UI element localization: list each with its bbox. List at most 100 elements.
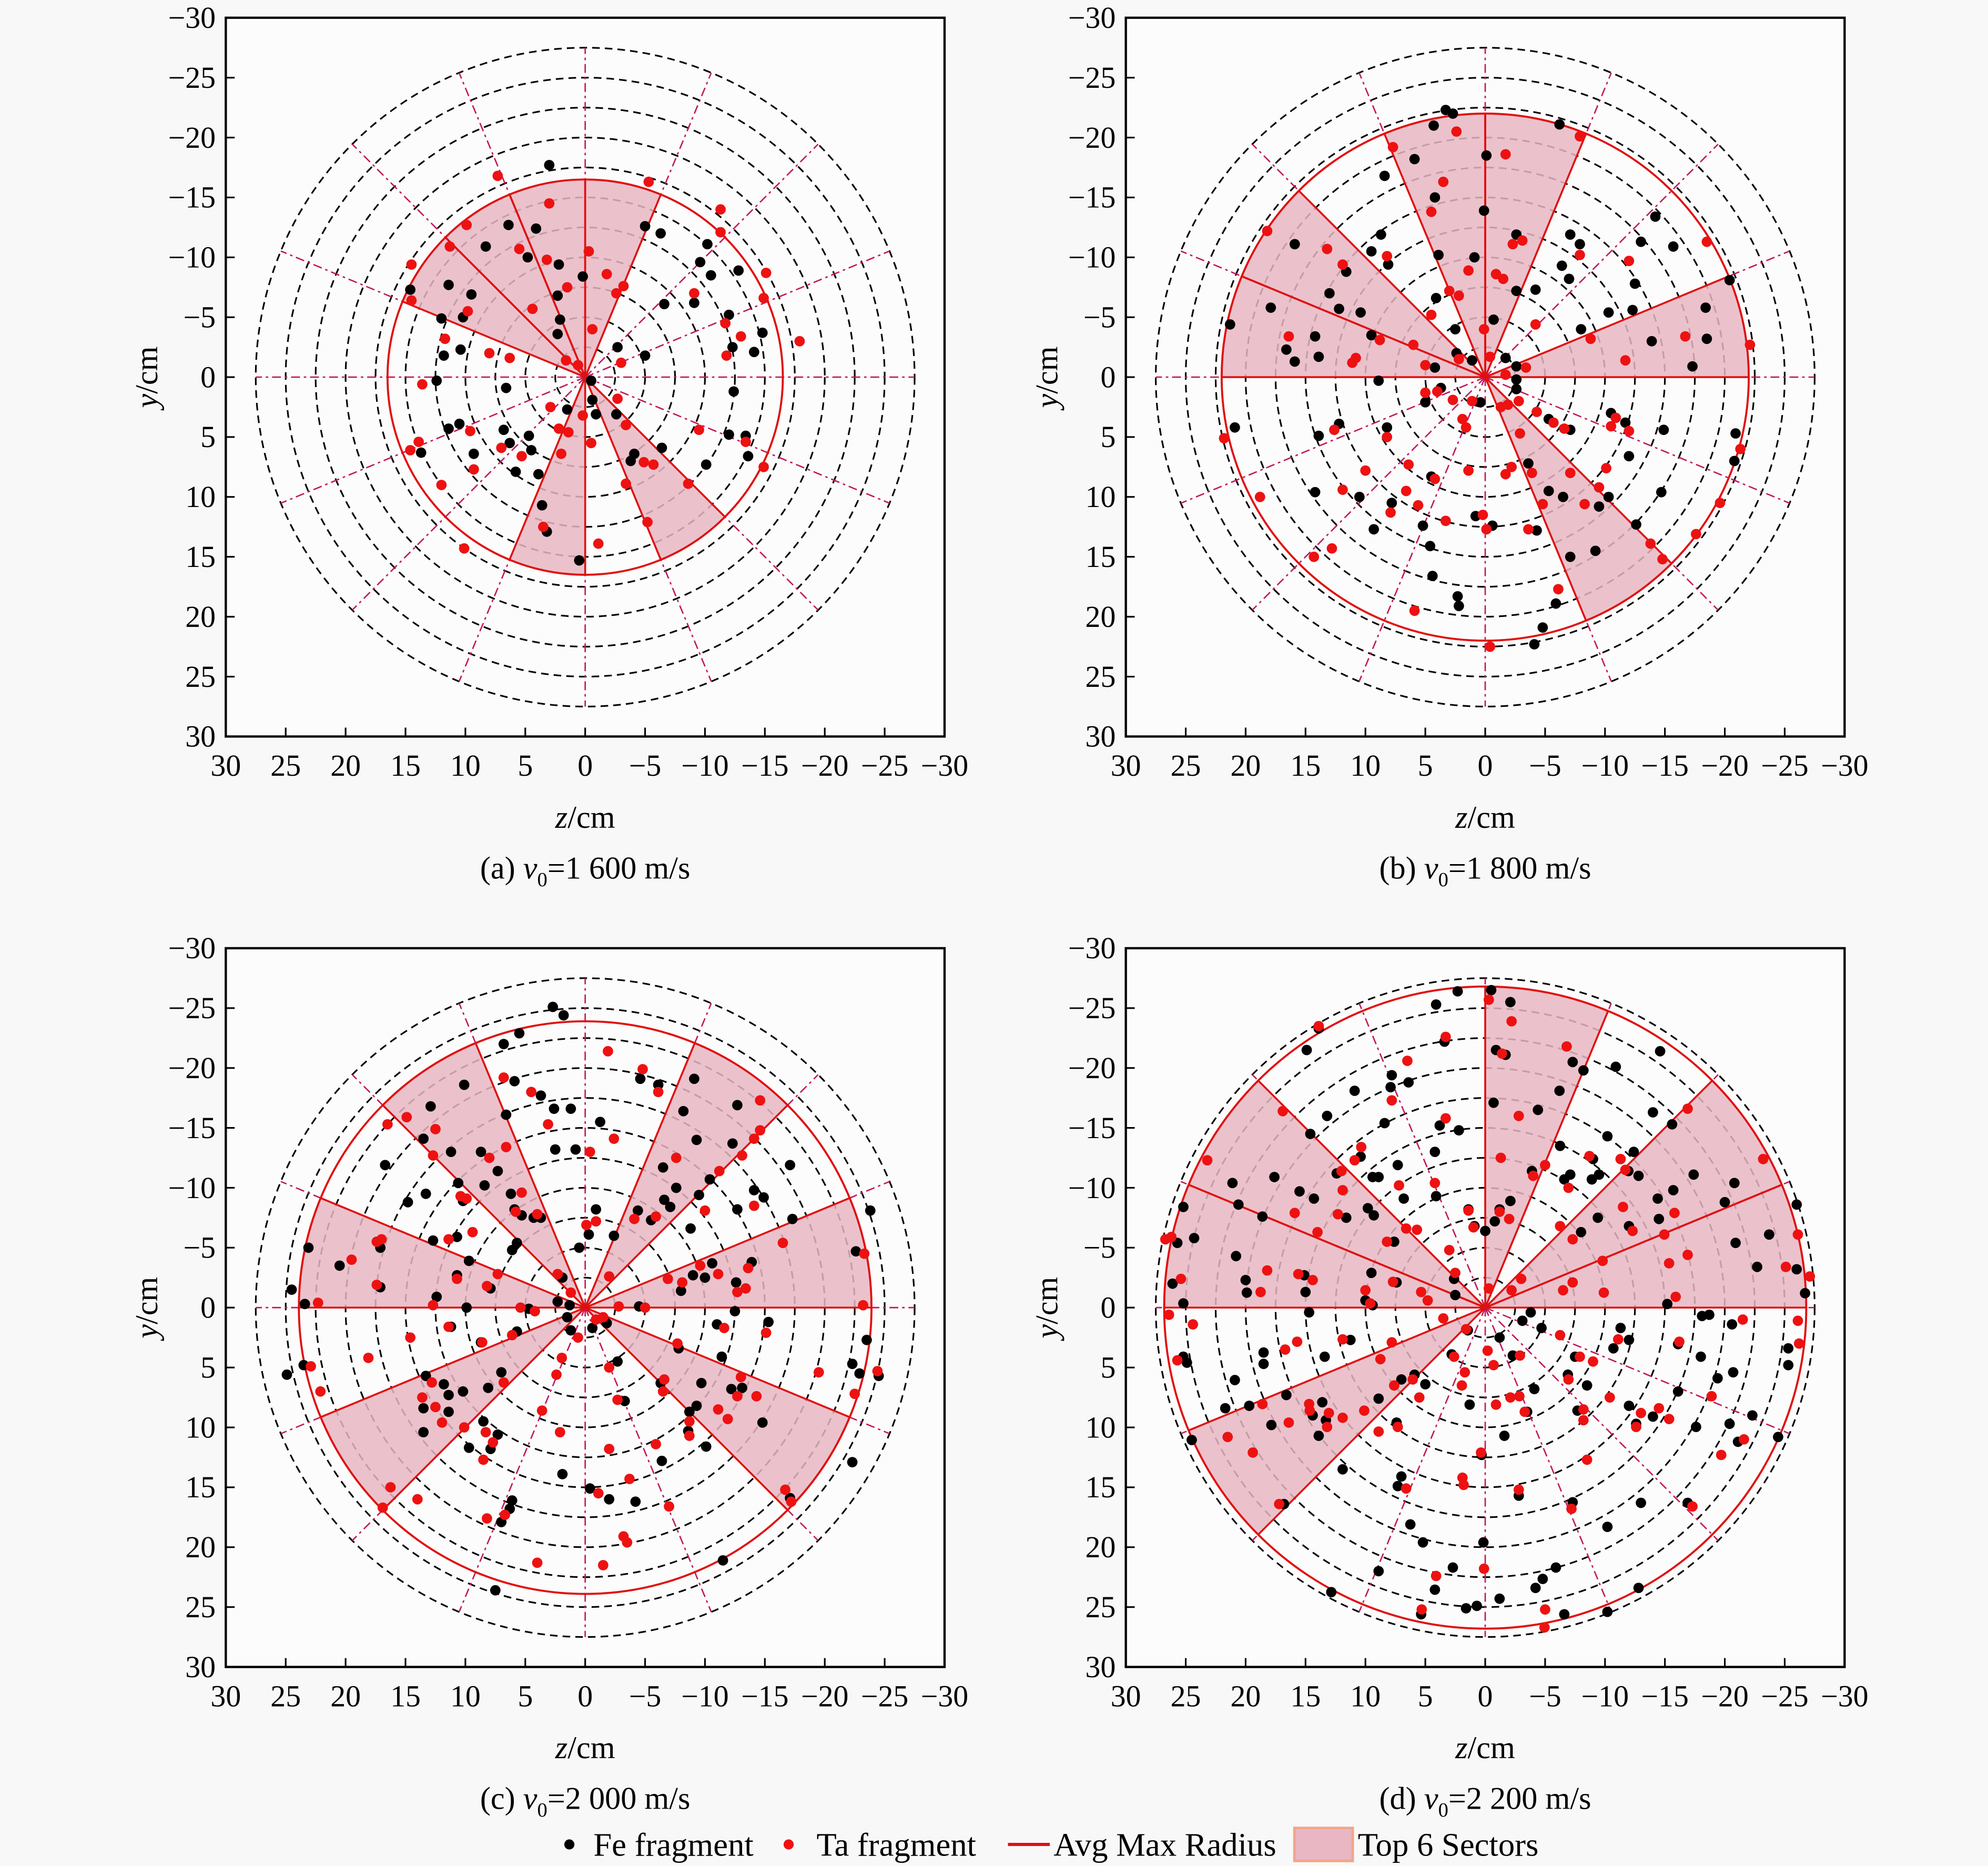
ta-fragment-point — [758, 292, 769, 303]
ta-fragment-point — [794, 336, 805, 347]
fe-fragment-point — [1186, 1435, 1197, 1445]
fe-fragment-point — [1392, 1480, 1403, 1492]
x-axis-label: z/cm — [555, 800, 615, 835]
ta-fragment-point — [1615, 1153, 1626, 1164]
ta-fragment-point — [1594, 482, 1605, 493]
y-tick-label: −15 — [1068, 180, 1115, 215]
fe-fragment-point — [1366, 1267, 1377, 1279]
ta-fragment-point — [1440, 515, 1451, 526]
fe-fragment-point — [526, 445, 537, 455]
fe-fragment-point — [420, 1371, 431, 1381]
fe-fragment-point — [1425, 541, 1436, 552]
fe-fragment-point — [1429, 1147, 1441, 1158]
ta-fragment-point — [1506, 1285, 1517, 1296]
ta-fragment-point — [506, 1330, 518, 1341]
x-tick-label: −10 — [1581, 748, 1629, 783]
ta-fragment-point — [684, 1416, 695, 1427]
fe-fragment-point — [1581, 1380, 1593, 1391]
fe-fragment-point — [724, 429, 734, 440]
caption-var: v — [523, 850, 537, 886]
fe-fragment-point — [1450, 1290, 1460, 1301]
ta-fragment-point — [573, 360, 583, 371]
fe-fragment-point — [1650, 211, 1661, 222]
fe-fragment-point — [1783, 1360, 1794, 1371]
fe-fragment-point — [458, 1386, 469, 1397]
y-axis-label-unit: /cm — [1030, 347, 1065, 394]
x-tick-label: −5 — [629, 748, 662, 783]
fe-fragment-point — [503, 219, 514, 230]
fe-fragment-point — [694, 1190, 704, 1201]
fe-fragment-point — [1728, 1367, 1739, 1378]
fe-fragment-point — [468, 448, 479, 459]
fe-fragment-point — [1334, 303, 1344, 315]
fe-fragment-point — [689, 1073, 699, 1084]
ta-fragment-point — [1274, 1498, 1285, 1509]
ta-fragment-point — [552, 1269, 563, 1280]
ta-fragment-point — [1537, 499, 1548, 510]
legend-top-sectors-label: Top 6 Sectors — [1358, 1827, 1539, 1863]
ta-fragment-point — [1456, 1380, 1467, 1391]
fe-fragment-point — [1431, 292, 1442, 303]
ta-fragment-point — [484, 348, 495, 359]
avg-max-radius-circle — [298, 1020, 873, 1595]
fe-fragment-point — [1427, 571, 1438, 582]
fe-fragment-point — [1429, 362, 1441, 373]
radial-grid-line — [1485, 376, 1790, 504]
fe-fragment-point — [577, 271, 588, 282]
fe-fragment-point — [454, 419, 465, 429]
fe-fragment-point — [1460, 1603, 1472, 1614]
ta-fragment-point — [1659, 1229, 1670, 1240]
fe-fragment-point — [334, 1260, 345, 1271]
fe-fragment-point — [685, 1223, 696, 1234]
ta-fragment-point — [428, 1150, 439, 1161]
ta-fragment-point — [601, 269, 612, 280]
fe-fragment-point — [463, 1255, 474, 1266]
fe-fragment-point — [1349, 1086, 1360, 1096]
fe-fragment-point — [1783, 1343, 1794, 1354]
fe-fragment-point — [478, 1416, 489, 1427]
fe-fragment-point — [1648, 1411, 1658, 1422]
fe-fragment-point — [552, 290, 563, 301]
ta-fragment-point — [573, 1332, 583, 1343]
y-tick-label: 25 — [185, 1590, 216, 1624]
legend-fe-label: Fe fragment — [593, 1827, 754, 1863]
y-tick-label: 15 — [185, 540, 216, 574]
fe-fragment-point — [552, 329, 563, 339]
ta-fragment-point — [1559, 423, 1570, 434]
ta-fragment-point — [468, 464, 479, 475]
ta-fragment-point — [1280, 1344, 1291, 1355]
ta-fragment-point — [526, 1087, 537, 1098]
ta-fragment-point — [593, 1488, 604, 1499]
fe-fragment-point — [1337, 1464, 1348, 1475]
fe-fragment-point — [1530, 1583, 1541, 1594]
fe-fragment-point — [1373, 376, 1384, 386]
top-sector — [1189, 1307, 1486, 1535]
ta-fragment-point — [1414, 1392, 1425, 1403]
fe-fragment-point — [453, 1178, 464, 1189]
y-axis-label-unit: /cm — [129, 347, 165, 394]
fe-fragment-point — [504, 438, 515, 449]
top-sector — [1189, 1080, 1486, 1308]
fe-fragment-point — [1472, 1600, 1482, 1611]
fe-fragment-point — [640, 221, 651, 231]
fe-fragment-point — [1559, 1174, 1570, 1185]
fe-fragment-point — [505, 1188, 516, 1199]
ta-fragment-point — [1624, 425, 1635, 437]
fe-fragment-point — [1531, 525, 1542, 536]
y-tick-label: −10 — [1068, 1171, 1115, 1205]
ta-fragment-point — [604, 1271, 615, 1282]
panels: 30 25 20 15 10 5 0 −5 −10 −15 −20 −25 −30 −30 −25 −20 −1… — [129, 1, 1868, 1821]
ta-fragment-point — [1323, 1407, 1334, 1418]
ta-fragment-point — [1416, 1286, 1427, 1297]
fe-fragment-point — [418, 1403, 429, 1414]
fe-fragment-point — [1265, 302, 1276, 313]
y-tick-label: −5 — [1083, 300, 1116, 334]
fe-fragment-point — [1480, 1225, 1490, 1236]
fe-fragment-point — [1379, 170, 1390, 181]
fe-fragment-point — [1688, 1169, 1699, 1180]
ta-fragment-point — [1426, 309, 1437, 320]
fe-fragment-point — [591, 409, 602, 420]
fe-fragment-point — [1529, 1384, 1540, 1395]
ta-fragment-point — [714, 1165, 725, 1177]
ta-fragment-point — [478, 1454, 489, 1465]
